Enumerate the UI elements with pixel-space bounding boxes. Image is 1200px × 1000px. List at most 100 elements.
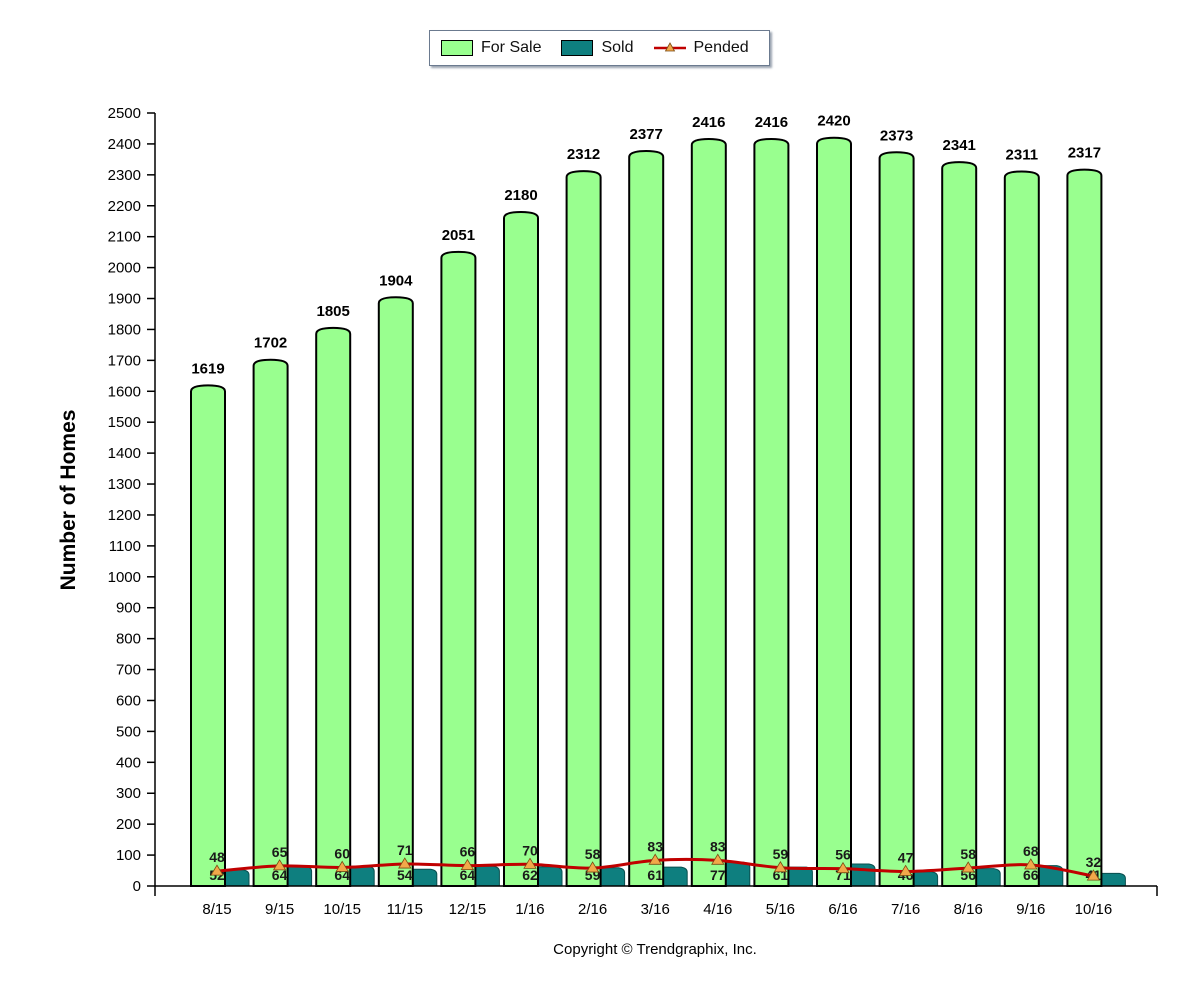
y-tick-label: 2100: [108, 229, 141, 246]
y-tick-label: 500: [116, 723, 141, 740]
y-tick-label: 800: [116, 631, 141, 648]
legend-label-pended: Pended: [693, 39, 749, 56]
for-sale-value-label: 2416: [692, 114, 725, 131]
pended-marker: [460, 858, 475, 870]
y-tick-label: 2000: [108, 260, 141, 277]
x-tick-label: 8/15: [202, 901, 231, 918]
for-sale-bar: [315, 326, 352, 887]
y-tick-label: 200: [116, 816, 141, 833]
pended-marker: [648, 853, 662, 865]
y-tick-label: 2300: [108, 167, 141, 184]
y-tick-label: 400: [116, 754, 141, 771]
pended-marker: [711, 853, 725, 865]
pended-marker: [272, 859, 287, 871]
sold-value-label: 64: [460, 867, 476, 883]
for-sale-bar: [565, 170, 602, 887]
x-tick-label: 7/16: [891, 901, 920, 918]
for-sale-value-label: 1904: [379, 272, 413, 289]
pended-marker: [335, 860, 349, 872]
legend-label-sold: Sold: [601, 39, 634, 56]
pended-marker: [836, 861, 850, 874]
for-sale-bar: [628, 150, 665, 887]
pended-value-label: 83: [647, 838, 663, 854]
y-tick-label: 900: [116, 600, 141, 617]
copyright-text: Copyright © Trendgraphix, Inc.: [553, 941, 757, 958]
x-tick-label: 8/16: [954, 901, 983, 918]
y-tick-label: 1200: [108, 507, 141, 524]
legend-item-for-sale: For Sale: [441, 39, 541, 57]
legend-item-pended: Pended: [653, 39, 749, 57]
for-sale-value-label: 2373: [880, 127, 913, 144]
x-tick-label: 12/15: [449, 901, 487, 918]
for-sale-value-label: 2051: [442, 227, 475, 244]
pended-marker: [398, 857, 412, 869]
legend-label-for-sale: For Sale: [481, 39, 542, 56]
pended-value-label: 32: [1086, 854, 1102, 870]
for-sale-value-label: 2312: [567, 146, 600, 163]
y-tick-label: 0: [133, 878, 141, 895]
y-tick-label: 600: [116, 692, 141, 709]
y-tick-label: 1300: [108, 476, 141, 493]
y-tick-label: 2200: [108, 198, 141, 215]
pended-value-label: 59: [773, 846, 789, 862]
for-sale-value-label: 2377: [630, 126, 663, 143]
y-tick-label: 1000: [108, 569, 141, 586]
pended-marker: [523, 857, 537, 869]
for-sale-value-label: 2341: [943, 137, 976, 154]
pended-marker: [585, 861, 600, 873]
for-sale-bar: [753, 137, 790, 887]
for-sale-bar: [941, 161, 978, 887]
pended-value-label: 58: [585, 846, 601, 862]
legend-item-sold: Sold: [561, 39, 634, 57]
y-tick-label: 1500: [108, 414, 141, 431]
sold-value-label: 77: [710, 867, 726, 883]
x-tick-label: 1/16: [515, 901, 544, 918]
for-sale-bar: [1066, 168, 1103, 887]
sold-value-label: 54: [397, 867, 413, 883]
for-sale-bar: [440, 250, 477, 887]
for-sale-value-label: 1619: [191, 360, 224, 377]
sold-value-label: 61: [647, 867, 663, 883]
pended-marker: [773, 860, 788, 873]
y-tick-label: 1700: [108, 352, 141, 369]
pended-marker: [1024, 858, 1038, 870]
pended-value-label: 65: [272, 844, 288, 860]
for-sale-value-label: 1805: [317, 303, 350, 320]
y-tick-label: 1900: [108, 291, 141, 308]
for-sale-bar: [377, 296, 414, 887]
sold-value-label: 64: [272, 867, 288, 883]
x-tick-label: 9/15: [265, 901, 294, 918]
sold-swatch: [561, 40, 594, 56]
pended-value-label: 83: [710, 838, 726, 854]
chart-legend: For Sale Sold Pended: [429, 30, 770, 66]
pended-value-label: 71: [397, 842, 413, 858]
pended-marker: [898, 864, 913, 876]
y-tick-label: 1100: [109, 538, 141, 555]
x-tick-label: 2/16: [578, 901, 607, 918]
for-sale-value-label: 2180: [504, 187, 537, 204]
for-sale-bar: [816, 136, 852, 887]
pended-value-label: 68: [1023, 843, 1039, 859]
for-sale-value-label: 2420: [817, 113, 850, 130]
for-sale-value-label: 2416: [755, 114, 788, 131]
pended-value-label: 58: [960, 846, 976, 862]
for-sale-bar: [878, 151, 915, 887]
y-tick-label: 700: [116, 662, 141, 679]
x-tick-label: 4/16: [703, 901, 732, 918]
pended-value-label: 66: [460, 844, 476, 860]
sold-value-label: 66: [1023, 867, 1039, 883]
pended-value-label: 70: [522, 842, 538, 858]
for-sale-swatch: [441, 40, 473, 56]
for-sale-bar: [503, 210, 539, 887]
for-sale-bar: [190, 384, 226, 887]
pended-swatch: [653, 42, 686, 52]
y-tick-label: 2400: [108, 136, 141, 153]
for-sale-bar: [1003, 170, 1040, 887]
x-tick-label: 3/16: [641, 901, 670, 918]
x-tick-label: 10/15: [323, 901, 361, 918]
y-tick-label: 2500: [108, 105, 141, 122]
y-tick-label: 1400: [108, 445, 141, 462]
y-tick-label: 100: [116, 847, 141, 864]
x-tick-label: 9/16: [1016, 901, 1045, 918]
